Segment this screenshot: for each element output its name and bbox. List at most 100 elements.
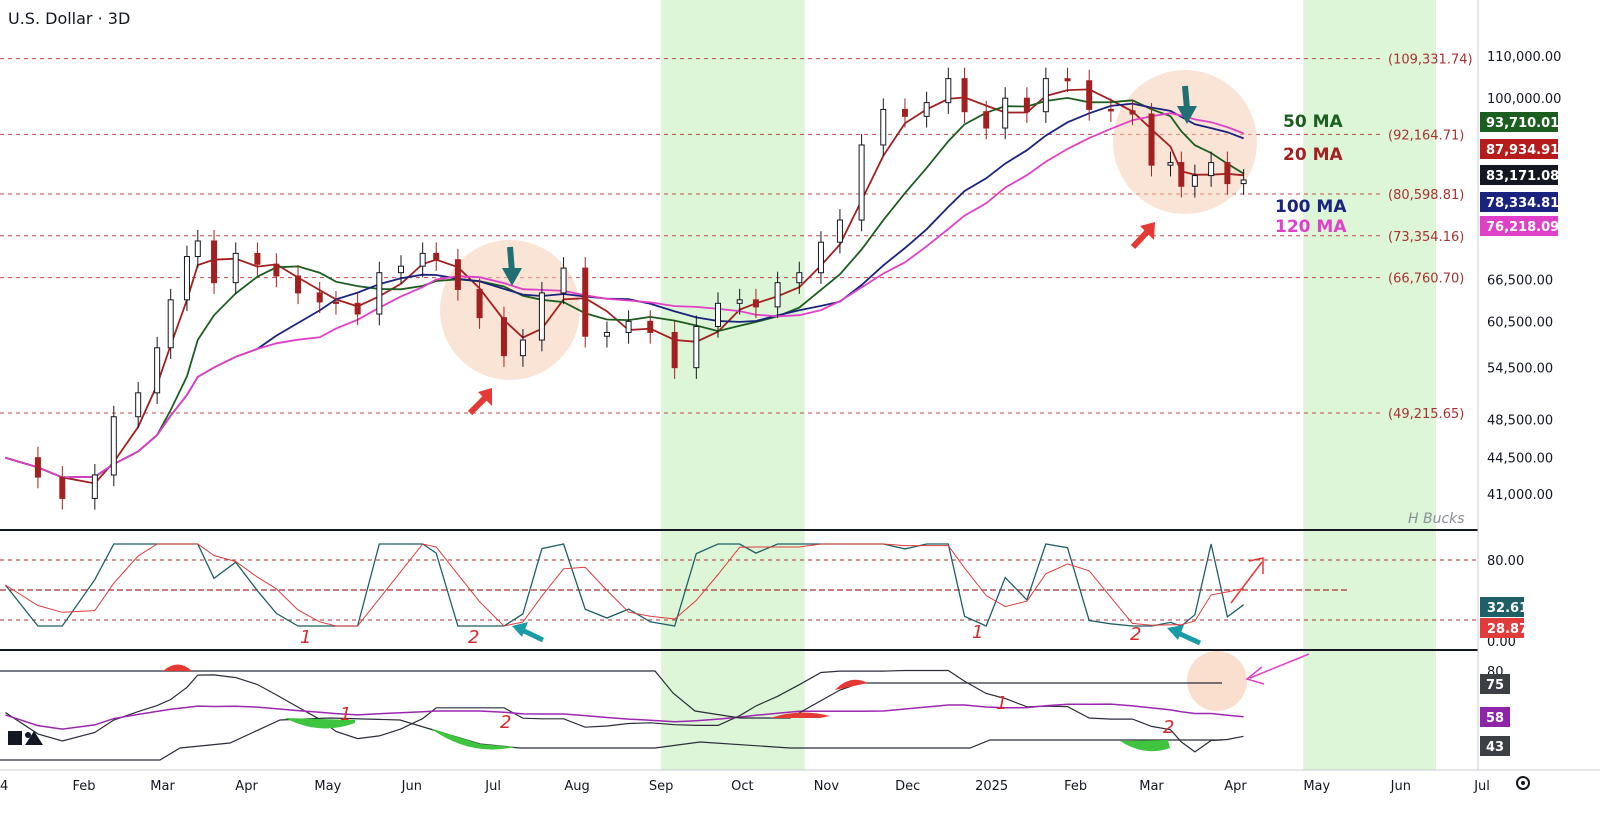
candle-body-11 (232, 252, 239, 284)
candle-body-9 (194, 240, 201, 258)
candle-body-5 (135, 392, 142, 418)
candle-body-2 (59, 476, 66, 499)
ma-label-120: 120 MA (1275, 217, 1347, 237)
osc2-green-fill-2 (430, 728, 515, 750)
osc1-anno-2b: 2 (1130, 624, 1141, 645)
ma-line-50 (5, 96, 1245, 479)
candle-body-41 (858, 144, 865, 221)
level-label-4: (66,760.70) (1388, 272, 1464, 287)
annotation-circle-left (440, 240, 580, 380)
time-tick-17: Jun (1390, 779, 1411, 794)
time-tick-5: Jun (401, 779, 422, 794)
candle-body-49 (1023, 97, 1030, 113)
price-tag-text-4: 76,218.09 (1486, 220, 1559, 235)
ma-label-100: 100 MA (1275, 197, 1347, 217)
candle-body-43 (901, 108, 908, 117)
price-tick-0: 110,000.00 (1487, 50, 1561, 65)
candle-body-48 (1002, 97, 1009, 129)
candle-body-53 (1107, 108, 1114, 112)
osc1-tag-1: 28.87 (1480, 618, 1528, 638)
time-tick-7: Aug (564, 779, 589, 794)
osc1-tag-bg-1 (1480, 618, 1524, 638)
annotation-circle-right (1113, 70, 1257, 214)
osc2-tag-bg-1 (1480, 707, 1510, 727)
chart-title: U.S. Dollar · 3D (8, 9, 130, 28)
time-tick-3: Apr (235, 779, 258, 794)
oscillator-2-purple-line (5, 703, 1244, 730)
time-tick-14: Mar (1139, 779, 1164, 794)
price-tick-1: 100,000.00 (1487, 92, 1561, 107)
time-tick-15: Apr (1224, 779, 1247, 794)
candle-body-4 (110, 416, 117, 476)
candle-body-50 (1042, 78, 1049, 113)
osc2-anno-1a: 1 (340, 704, 351, 725)
osc2-tag-1: 58 (1480, 707, 1510, 727)
pink-arrow-left-icon (1245, 653, 1310, 685)
osc1-tag-0: 32.61 (1480, 597, 1528, 617)
time-tick-8: Sep (649, 779, 674, 794)
osc1-tag-text-0: 32.61 (1487, 601, 1528, 616)
osc1-tag-text-1: 28.87 (1487, 622, 1528, 637)
osc2-red-fill-1 (163, 664, 192, 671)
candle-body-6 (154, 347, 161, 394)
teal-arrow-down-right-icon (1177, 85, 1197, 124)
candle-body-1 (34, 457, 41, 478)
arrow-annotations (467, 85, 1197, 416)
candle-body-54 (1129, 110, 1136, 115)
teal-arrow-left-icon (512, 622, 545, 643)
price-tag-bg-4 (1480, 216, 1558, 236)
level-label-3: (73,354.16) (1388, 230, 1464, 245)
level-label-1: (92,164.71) (1388, 128, 1464, 143)
candle-body-34 (715, 302, 722, 327)
candle-body-51 (1064, 78, 1071, 82)
osc2-tag-text-0: 75 (1486, 678, 1504, 693)
annotation-circles (440, 70, 1257, 711)
watermark: H Bucks (1408, 511, 1465, 527)
osc2-red-fill-2 (770, 712, 830, 718)
osc1-tag-bg-0 (1480, 597, 1524, 617)
level-label-0: (109,331.74) (1388, 53, 1473, 68)
tradingview-logo[interactable] (8, 731, 43, 745)
candle-body-10 (211, 240, 218, 284)
ma-label-50: 50 MA (1283, 112, 1343, 132)
candle-body-24 (500, 317, 507, 357)
candle-body-60 (1224, 162, 1231, 185)
candle-body-29 (603, 331, 610, 337)
price-tag-text-2: 83,171.08 (1486, 169, 1559, 184)
candle-body-59 (1208, 162, 1215, 177)
candle-body-35 (736, 299, 743, 304)
price-tag-1: 87,934.91 (1480, 139, 1559, 159)
time-axis: 24 Feb Mar Apr May Jun Jul Aug Sep Oct Nov Dec 2025 F… (0, 779, 1490, 794)
highlight-range-1 (1303, 0, 1437, 770)
price-tag-text-3: 78,334.81 (1486, 196, 1559, 211)
gear-icon[interactable] (1516, 776, 1530, 790)
candle-body-32 (671, 331, 678, 369)
oscillator-2 (0, 664, 1244, 761)
oscillator-1-line-k (4, 543, 1244, 627)
time-tick-18: Jul (1473, 779, 1490, 794)
price-tick-3: 66,500.00 (1487, 273, 1553, 288)
candle-body-28 (582, 267, 589, 337)
candle-body-18 (376, 272, 383, 315)
price-tick-6: 48,500.00 (1487, 413, 1553, 428)
candle-body-30 (625, 320, 632, 333)
time-tick-9: Oct (731, 779, 753, 794)
oscillator-1-annotations: 1 2 1 2 (300, 557, 1264, 648)
time-tick-6: Jul (484, 779, 501, 794)
candle-body-8 (183, 256, 190, 301)
candle-body-56 (1167, 162, 1174, 166)
candle-body-13 (273, 263, 280, 277)
moving-average-lines (5, 88, 1245, 485)
price-tick-7: 44,500.00 (1487, 452, 1553, 467)
candle-body-44 (923, 102, 930, 117)
candle-body-26 (538, 292, 545, 341)
oscillator-1-line-d (5, 543, 1244, 627)
candle-body-3 (91, 474, 98, 499)
osc2-green-fill-3 (1120, 740, 1170, 752)
price-tag-4: 76,218.09 (1480, 216, 1559, 236)
candle-body-37 (774, 282, 781, 308)
candle-body-22 (454, 259, 461, 290)
candle-body-38 (796, 272, 803, 284)
price-tags: 93,710.01 87,934.91 83,171.08 78,334.81 76,2… (1480, 112, 1559, 236)
